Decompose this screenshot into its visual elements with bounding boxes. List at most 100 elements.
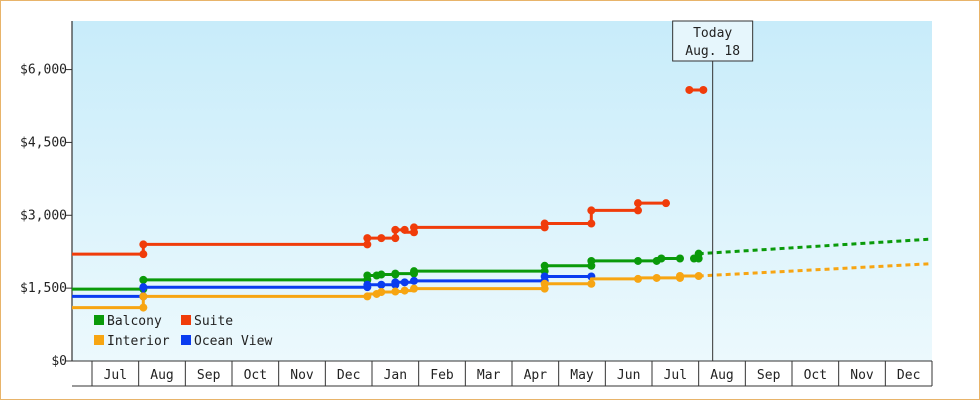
y-tick-label: $6,000: [20, 63, 67, 78]
data-point: [400, 225, 409, 234]
legend-swatch: [181, 315, 191, 325]
x-tick-label: Apr: [524, 368, 548, 383]
data-point: [377, 270, 386, 279]
data-point: [400, 286, 409, 295]
data-point: [139, 240, 148, 249]
series-balcony: [72, 237, 932, 294]
x-tick-label: Jun: [617, 368, 640, 383]
data-point: [540, 272, 549, 281]
today-label: Today: [693, 26, 732, 41]
data-point: [685, 85, 694, 94]
x-tick-label: Dec: [337, 368, 360, 383]
data-point: [410, 284, 418, 293]
data-point: [363, 292, 372, 301]
data-point: [676, 272, 684, 280]
data-point: [377, 288, 386, 297]
x-tick-label: Jan: [384, 368, 407, 383]
data-point: [699, 85, 708, 94]
data-point: [410, 223, 418, 232]
plot-background: [72, 21, 932, 361]
x-tick-label: Aug: [150, 368, 173, 383]
legend-swatch: [94, 315, 104, 325]
data-point: [139, 283, 148, 292]
legend: Balcony Suite Interior Ocean View: [94, 314, 272, 349]
today-box: [672, 20, 754, 62]
data-point: [139, 292, 148, 301]
data-point: [540, 219, 549, 228]
y-tick-label: $0: [51, 354, 67, 369]
x-tick-label: Nov: [850, 368, 874, 383]
x-tick-label: May: [570, 368, 594, 383]
legend-label: Suite: [194, 314, 233, 329]
legend-label: Interior: [107, 334, 170, 349]
data-point: [540, 261, 549, 270]
data-point: [634, 274, 642, 283]
x-tick-label: Sep: [197, 368, 221, 383]
legend-swatch: [94, 335, 104, 345]
data-point: [410, 276, 418, 285]
data-point: [694, 249, 703, 258]
data-point: [139, 303, 148, 312]
x-tick-label: Mar: [477, 368, 501, 383]
data-point: [363, 271, 372, 280]
data-point: [377, 280, 386, 289]
data-point: [391, 269, 400, 278]
data-point: [391, 278, 400, 287]
data-point: [662, 199, 670, 208]
data-point: [587, 206, 596, 215]
data-point: [587, 279, 596, 288]
series-layer: [72, 85, 932, 312]
data-point: [363, 234, 372, 243]
x-tick-label: Sep: [757, 368, 781, 383]
data-point: [391, 225, 400, 234]
data-point: [139, 250, 148, 259]
x-tick-label: Feb: [430, 368, 454, 383]
data-point: [72, 305, 73, 310]
legend-item-balcony: Balcony: [94, 314, 162, 329]
axes: $0 $1,500 $3,000 $4,500 $6,000 Jul Aug Sep Oct No…: [20, 21, 933, 387]
data-point: [587, 256, 596, 265]
x-tick-label: Dec: [897, 368, 920, 383]
data-point: [377, 234, 386, 243]
data-point: [540, 279, 549, 288]
today-date: Aug. 18: [685, 44, 740, 59]
data-point: [363, 280, 372, 289]
data-point: [694, 272, 703, 280]
series-projection: [698, 237, 932, 256]
x-tick-label: Oct: [804, 368, 827, 383]
data-point: [652, 273, 661, 282]
data-point: [410, 267, 418, 276]
series-suite: [72, 85, 708, 259]
legend-item-interior: Interior: [94, 334, 170, 349]
x-tick-label: Aug: [710, 368, 733, 383]
x-tick-label: Nov: [290, 368, 314, 383]
legend-item-ocean-view: Ocean View: [181, 334, 272, 349]
data-point: [363, 240, 372, 249]
data-point: [634, 199, 642, 208]
legend-swatch: [181, 335, 191, 345]
legend-label: Ocean View: [194, 334, 272, 349]
data-point: [139, 275, 148, 284]
data-point: [72, 251, 73, 257]
data-point: [391, 287, 400, 296]
series-interior: [72, 262, 932, 312]
series-line: [72, 257, 680, 291]
x-tick-label: Oct: [244, 368, 267, 383]
data-point: [657, 254, 666, 263]
y-tick-label: $1,500: [20, 281, 67, 296]
data-point: [676, 254, 684, 263]
data-point: [72, 294, 73, 299]
data-point: [391, 234, 400, 243]
x-tick-label: Jul: [104, 368, 127, 383]
data-point: [634, 256, 642, 265]
y-tick-label: $4,500: [20, 135, 67, 150]
x-tick-label: Jul: [664, 368, 687, 383]
today-marker: Today Aug. 18: [672, 20, 754, 361]
legend-label: Balcony: [107, 314, 162, 329]
y-tick-label: $3,000: [20, 208, 67, 223]
legend-item-suite: Suite: [181, 314, 233, 329]
data-point: [72, 286, 73, 292]
data-point: [587, 219, 596, 228]
